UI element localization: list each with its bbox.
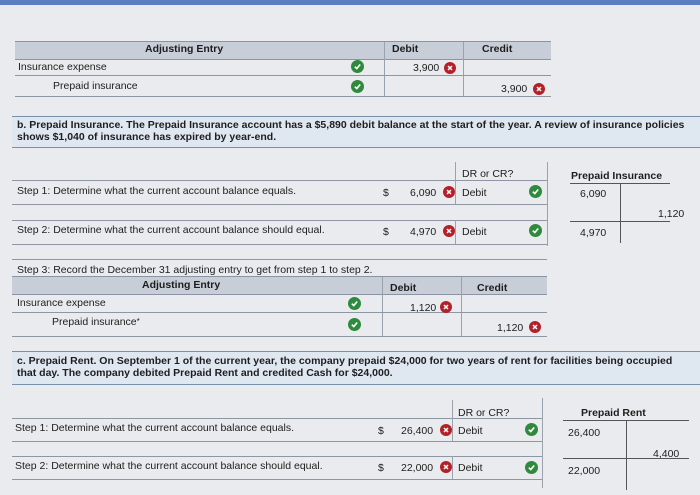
debit-amount-input[interactable]: 1,120: [410, 302, 437, 314]
account-insurance-expense[interactable]: Insurance expense: [18, 61, 107, 73]
header-debit: Debit: [392, 43, 419, 55]
check-circle-icon: [529, 224, 542, 237]
step1-drcr-select[interactable]: Debit: [462, 187, 487, 199]
x-circle-icon: [444, 62, 456, 74]
check-circle-icon: [525, 423, 538, 436]
step3-label: Step 3: Record the December 31 adjusting…: [17, 264, 373, 276]
step1-amount-input[interactable]: 26,400: [401, 425, 434, 437]
step1-amount-input[interactable]: 6,090: [410, 187, 437, 199]
t-account-ending-balance[interactable]: 22,000: [568, 465, 601, 477]
step2-drcr-select[interactable]: Debit: [462, 226, 487, 238]
header-adjusting-entry: Adjusting Entry: [142, 279, 221, 291]
credit-amount-input[interactable]: 3,900: [501, 83, 528, 95]
step1-label: Step 1: Determine what the current accou…: [15, 422, 294, 434]
header-debit: Debit: [390, 282, 417, 294]
x-circle-icon: [443, 186, 455, 198]
t-account-ending-balance[interactable]: 4,970: [580, 227, 607, 239]
t-account-debit-balance[interactable]: 26,400: [568, 427, 601, 439]
currency-symbol: $: [378, 425, 384, 437]
step2-amount-input[interactable]: 4,970: [410, 226, 437, 238]
step2-label: Step 2: Determine what the current accou…: [15, 460, 323, 472]
step1-drcr-select[interactable]: Debit: [458, 425, 483, 437]
part-b-prompt: b. Prepaid Insurance. The Prepaid Insura…: [17, 119, 685, 143]
currency-symbol: $: [378, 462, 384, 474]
check-circle-icon: [351, 80, 364, 93]
check-circle-icon: [351, 60, 364, 73]
required-marker: *: [136, 317, 140, 326]
t-account-credit-entry[interactable]: 4,400: [653, 448, 680, 460]
currency-symbol: $: [383, 226, 389, 238]
x-circle-icon: [443, 225, 455, 237]
t-account-credit-entry[interactable]: 1,120: [658, 208, 685, 220]
x-circle-icon: [440, 461, 452, 473]
check-circle-icon: [348, 297, 361, 310]
debit-amount-input[interactable]: 3,900: [413, 62, 440, 74]
check-circle-icon: [529, 185, 542, 198]
check-circle-icon: [525, 461, 538, 474]
header-adjusting-entry: Adjusting Entry: [145, 43, 224, 55]
account-prepaid-insurance[interactable]: Prepaid insurance*: [52, 316, 140, 328]
t-account-title: Prepaid Insurance: [571, 170, 663, 182]
account-prepaid-insurance[interactable]: Prepaid insurance: [53, 80, 138, 92]
step2-drcr-select[interactable]: Debit: [458, 462, 483, 474]
part-c-prompt: c. Prepaid Rent. On September 1 of the c…: [17, 355, 673, 379]
t-account-title: Prepaid Rent: [581, 407, 646, 419]
dr-cr-header: DR or CR?: [458, 407, 510, 419]
top-accent-bar: [0, 0, 700, 5]
dr-cr-header: DR or CR?: [462, 168, 514, 180]
account-insurance-expense[interactable]: Insurance expense: [17, 297, 106, 309]
journal-header: [12, 276, 547, 295]
header-credit: Credit: [482, 43, 513, 55]
header-credit: Credit: [477, 282, 508, 294]
part-b-prompt-box: [12, 116, 700, 148]
journal-header: [15, 41, 551, 60]
currency-symbol: $: [383, 187, 389, 199]
x-circle-icon: [533, 83, 545, 95]
account-label: Prepaid insurance: [52, 316, 137, 328]
x-circle-icon: [440, 301, 452, 313]
part-c-prompt-box: [12, 351, 700, 385]
x-circle-icon: [440, 424, 452, 436]
step1-label: Step 1: Determine what the current accou…: [17, 185, 296, 197]
t-account-debit-balance[interactable]: 6,090: [580, 188, 607, 200]
check-circle-icon: [348, 318, 361, 331]
step2-amount-input[interactable]: 22,000: [401, 462, 434, 474]
credit-amount-input[interactable]: 1,120: [497, 322, 524, 334]
x-circle-icon: [529, 321, 541, 333]
step2-label: Step 2: Determine what the current accou…: [17, 224, 325, 236]
